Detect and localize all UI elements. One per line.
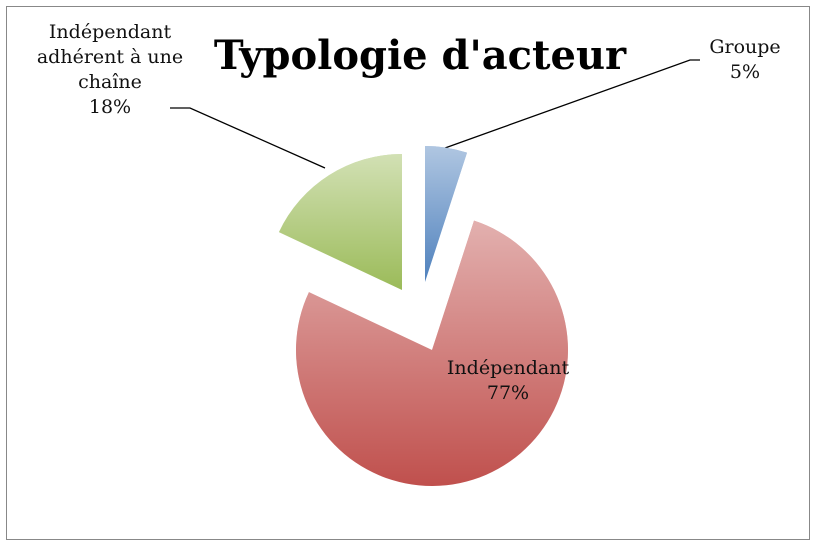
category-label: Indépendant adhérent à une chaîne [36,21,184,93]
value-label: 5% [729,61,761,83]
leader-line [170,107,326,169]
value-label: 77% [486,382,530,404]
chart-title: Typologie d'acteur [213,32,627,79]
category-label: Groupe [709,36,781,58]
chart-frame [6,6,810,540]
value-label: 18% [88,96,132,118]
slice-shade [295,220,568,486]
category-label: Indépendant [446,357,570,379]
leader-line [444,59,700,149]
slice-shade [278,154,402,290]
slice-label: Indépendant adhérent à une chaîne 18% [23,20,198,120]
slice-shade [425,146,468,282]
slice-label: Groupe 5% [685,35,805,85]
slice-label: Indépendant 77% [428,356,588,406]
